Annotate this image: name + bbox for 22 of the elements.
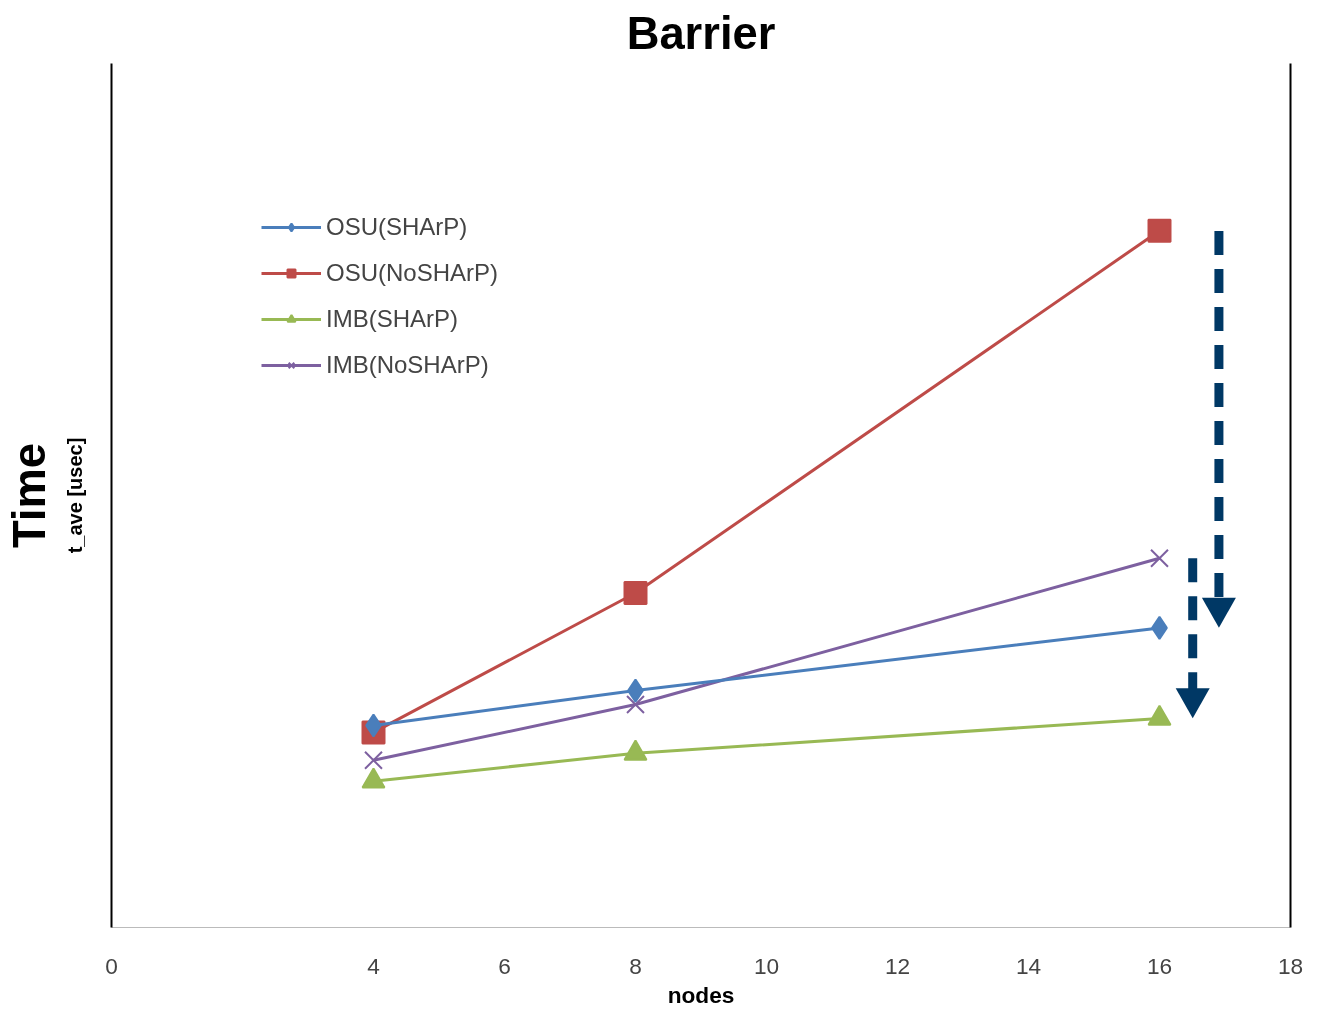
x-tick-label: 16 xyxy=(1146,952,1173,979)
legend-label: OSU(NoSHArP) xyxy=(326,259,499,287)
point xyxy=(1147,218,1172,243)
point xyxy=(364,750,383,770)
x-tick-label: 4 xyxy=(367,952,380,979)
x-tick-label: 12 xyxy=(884,952,911,979)
point xyxy=(626,695,645,715)
chart-title: Barrier xyxy=(626,7,776,59)
legend-label: IMB(SHArP) xyxy=(326,305,458,333)
x-tick-label: 14 xyxy=(1015,952,1042,979)
x-tick-label: 8 xyxy=(629,952,642,979)
x-axis-title: nodes xyxy=(667,981,735,1008)
y-axis-title: t_ave [usec] xyxy=(63,437,86,554)
x-tick-label: 6 xyxy=(498,952,511,979)
x-tick-label: 10 xyxy=(753,952,780,979)
point xyxy=(1150,548,1169,568)
x-tick-label: 18 xyxy=(1277,952,1304,979)
text: Time xyxy=(3,443,55,548)
x-tick-label: 0 xyxy=(105,952,118,979)
legend-label: OSU(SHArP) xyxy=(326,213,468,241)
point xyxy=(623,581,648,606)
legend-label: IMB(NoSHArP) xyxy=(326,351,489,379)
